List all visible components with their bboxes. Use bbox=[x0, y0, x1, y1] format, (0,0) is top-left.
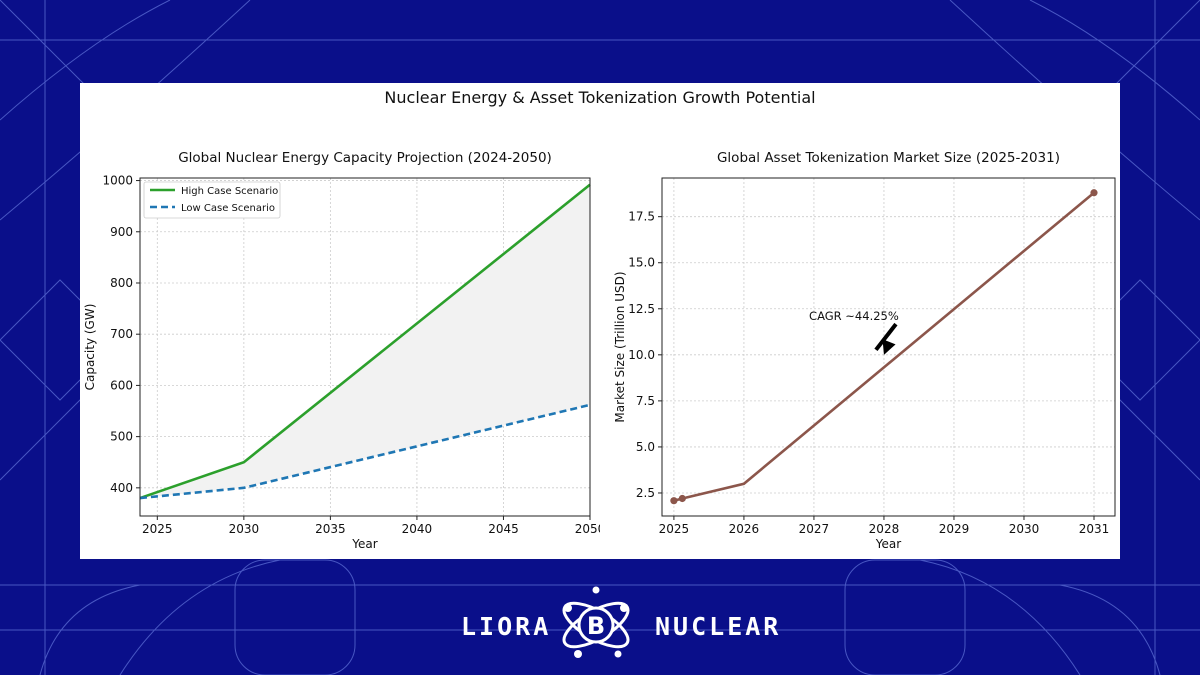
y-tick-label: 700 bbox=[110, 327, 133, 341]
annotation-arrow-shaft bbox=[874, 322, 898, 352]
tokenization-market-chart: 2025 2026 2027 2028 2029 2030 2031 2.5 5.0 7.5 10.… bbox=[613, 150, 1116, 551]
y-tick-label: 900 bbox=[110, 225, 133, 239]
axes-frame bbox=[139, 177, 591, 517]
y-tick-label: 10.0 bbox=[628, 348, 655, 362]
y-axis-label: Capacity (GW) bbox=[83, 304, 97, 391]
series-line-0 bbox=[139, 183, 591, 500]
axes-frame bbox=[661, 177, 1116, 517]
figure-title: Nuclear Energy & Asset Tokenization Grow… bbox=[384, 88, 816, 107]
x-tick-label: 2035 bbox=[315, 522, 346, 536]
x-tick-label: 2025 bbox=[659, 522, 690, 536]
legend-box bbox=[143, 181, 281, 219]
y-tick-label: 12.5 bbox=[628, 302, 655, 316]
brand-word-right: NUCLEAR bbox=[655, 612, 782, 641]
legend-label: High Case Scenario bbox=[181, 186, 278, 197]
series-line-1 bbox=[139, 403, 591, 500]
y-tick-label: 7.5 bbox=[636, 394, 655, 408]
x-tick-label: 2029 bbox=[939, 522, 970, 536]
y-tick-label: 800 bbox=[110, 276, 133, 290]
fill-between-area bbox=[140, 184, 590, 499]
y-tick-label: 17.5 bbox=[628, 210, 655, 224]
data-point bbox=[678, 494, 686, 503]
data-point bbox=[1090, 189, 1098, 197]
logo-letter: B bbox=[587, 612, 605, 640]
nuclear-capacity-chart: 2025 2030 2035 2040 2045 2050 400 500 600 700 800 9… bbox=[83, 150, 600, 551]
x-tick-label: 2040 bbox=[402, 522, 433, 536]
x-tick-label: 2050 bbox=[575, 522, 600, 536]
y-tick-label: 1000 bbox=[102, 174, 133, 188]
series-line-0 bbox=[673, 191, 1095, 502]
x-tick-label: 2026 bbox=[729, 522, 760, 536]
x-tick-label: 2030 bbox=[229, 522, 260, 536]
legend-label: Low Case Scenario bbox=[181, 203, 275, 214]
data-point bbox=[670, 497, 678, 505]
x-tick-label: 2031 bbox=[1079, 522, 1110, 536]
y-tick-label: 500 bbox=[110, 430, 133, 444]
x-tick-label: 2045 bbox=[488, 522, 519, 536]
brand-word-left: LIORA bbox=[461, 612, 552, 641]
y-tick-label: 5.0 bbox=[636, 440, 655, 454]
annotation-arrow-head bbox=[882, 339, 896, 355]
y-tick-label: 15.0 bbox=[628, 256, 655, 270]
legend: High Case Scenario Low Case Scenario bbox=[143, 181, 281, 219]
x-axis-label: Year bbox=[875, 537, 901, 551]
y-tick-label: 2.5 bbox=[636, 486, 655, 500]
x-axis-label: Year bbox=[351, 537, 377, 551]
y-tick-label: 400 bbox=[110, 481, 133, 495]
x-tick-label: 2028 bbox=[869, 522, 900, 536]
chart-title: Global Nuclear Energy Capacity Projectio… bbox=[178, 150, 552, 166]
x-tick-label: 2030 bbox=[1009, 522, 1040, 536]
atom-icon: B bbox=[562, 586, 630, 658]
x-tick-label: 2025 bbox=[142, 522, 173, 536]
y-tick-label: 600 bbox=[110, 378, 133, 392]
figure-panel: Nuclear Energy & Asset Tokenization Grow… bbox=[80, 83, 1120, 559]
chart-title: Global Asset Tokenization Market Size (2… bbox=[717, 150, 1060, 166]
y-axis-label: Market Size (Trillion USD) bbox=[613, 271, 627, 422]
x-tick-label: 2027 bbox=[799, 522, 830, 536]
annotation-text: CAGR ~44.25% bbox=[809, 309, 899, 323]
brand-footer: LIORA B NUCLEAR bbox=[0, 580, 1200, 670]
